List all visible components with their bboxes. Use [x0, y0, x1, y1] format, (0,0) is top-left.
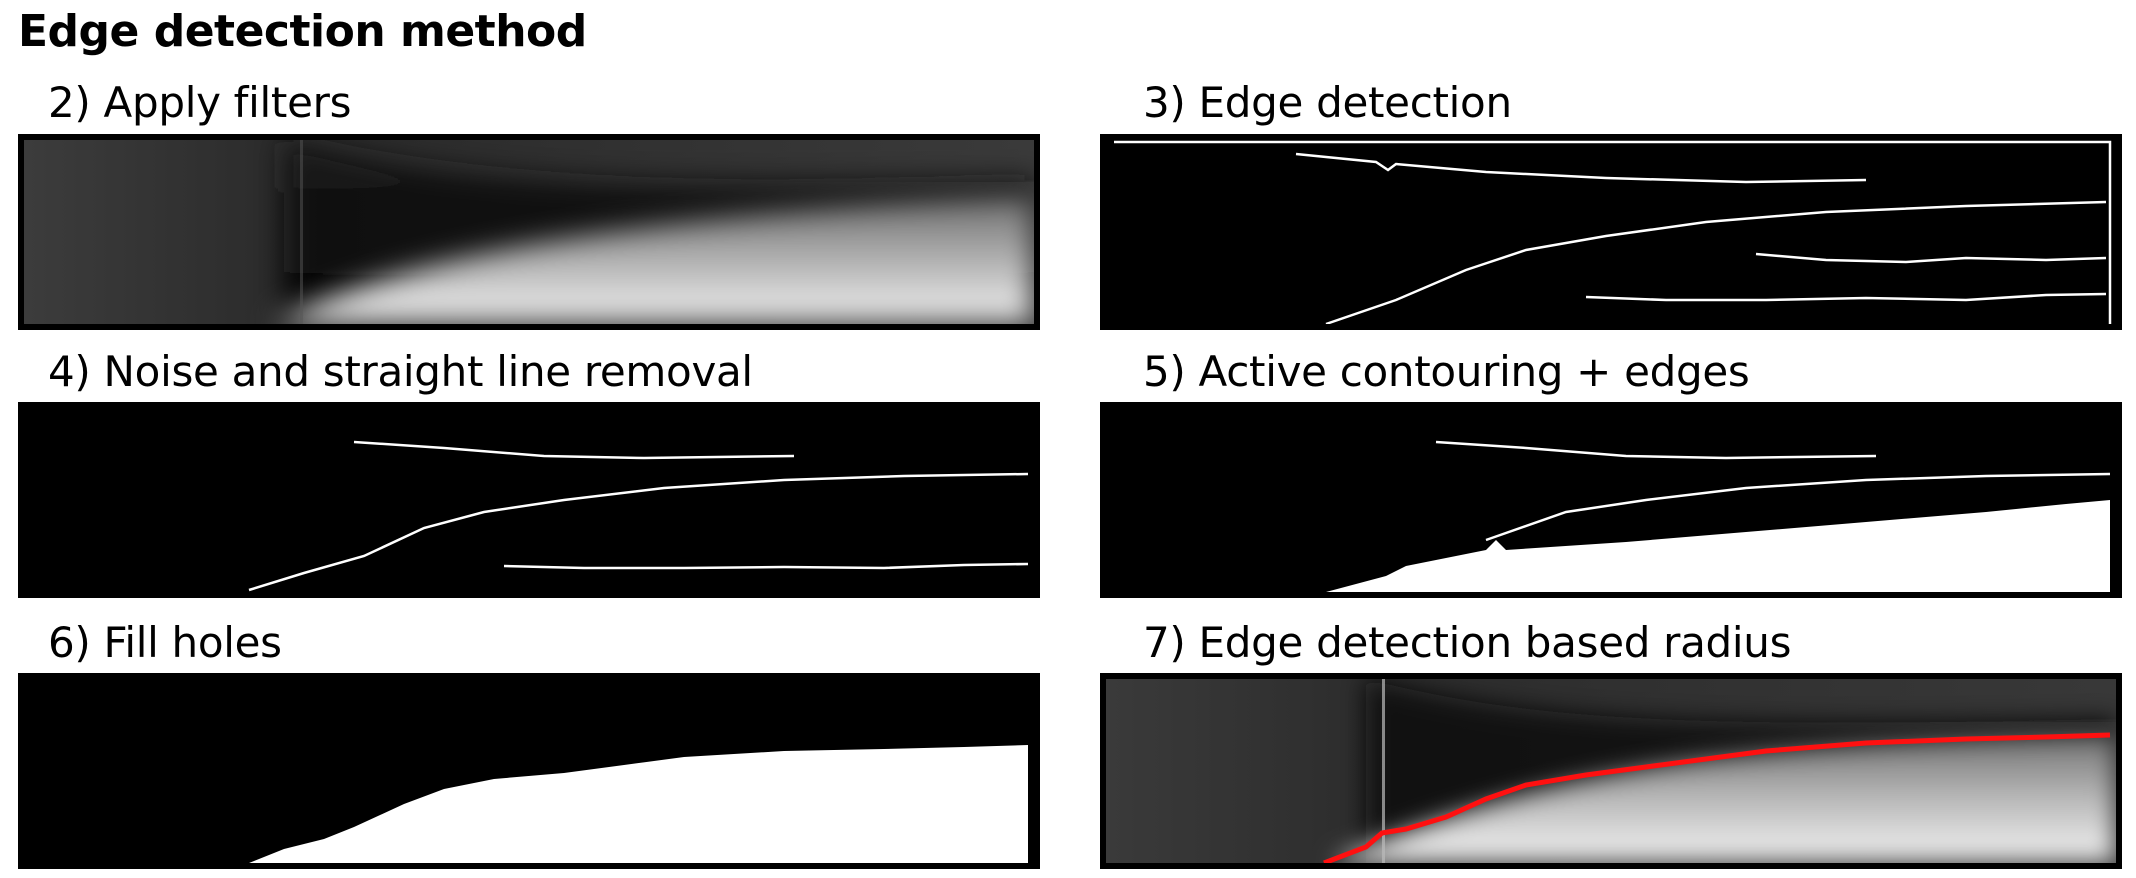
panel-2-apply-filters [18, 134, 1040, 330]
remaining-edges [248, 440, 1029, 592]
panel-4-noise-removal [18, 402, 1040, 598]
edge-map [1106, 140, 2116, 324]
panel-5-active-contouring [1100, 402, 2122, 598]
filled-region [249, 745, 1028, 863]
figure-title: Edge detection method [18, 6, 587, 57]
radius-edge-line [1323, 732, 2111, 863]
detected-edges [1114, 140, 2112, 324]
panel-7-radius-overlay [1100, 673, 2122, 869]
contour-fill [1326, 500, 2110, 592]
filled-mask [24, 679, 1034, 863]
panel-6-fill-holes [18, 673, 1040, 869]
radius-overlay-image [1106, 679, 2116, 863]
cleaned-edge-map [24, 408, 1034, 592]
contour-map [1106, 408, 2116, 592]
panel-6-label: 6) Fill holes [48, 618, 282, 667]
panel-3-edge-detection [1100, 134, 2122, 330]
panel-2-label: 2) Apply filters [48, 78, 352, 127]
panel-4-label: 4) Noise and straight line removal [48, 347, 753, 396]
panel-3-label: 3) Edge detection [1143, 78, 1512, 127]
contour-edges [1435, 440, 2111, 542]
panel-7-label: 7) Edge detection based radius [1143, 618, 1792, 667]
filtered-image [24, 140, 1034, 324]
panel-5-label: 5) Active contouring + edges [1143, 347, 1750, 396]
